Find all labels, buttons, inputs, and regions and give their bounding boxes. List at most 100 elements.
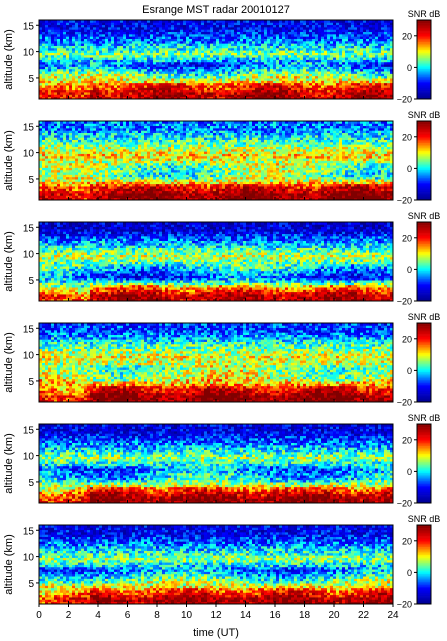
heatmap-cell (54, 87, 58, 91)
heatmap-cell (300, 73, 304, 77)
heatmap-cell (288, 33, 292, 37)
heatmap-cell (234, 68, 238, 72)
heatmap-cell (210, 96, 214, 100)
heatmap-cell (78, 167, 82, 171)
heatmap-cell (39, 151, 43, 154)
heatmap-cell (360, 96, 364, 100)
heatmap-cell (147, 61, 151, 65)
heatmap-cell (360, 26, 364, 30)
heatmap-cell (195, 45, 199, 49)
heatmap-cell (105, 40, 109, 44)
heatmap-cell (330, 87, 334, 91)
heatmap-cell (213, 71, 217, 74)
heatmap-cell (117, 82, 121, 86)
heatmap-cell (255, 52, 259, 56)
heatmap-cell (69, 22, 73, 26)
heatmap-cell (60, 190, 64, 194)
heatmap-cell (177, 82, 181, 86)
heatmap-cell (42, 45, 46, 49)
heatmap-cell (189, 40, 193, 44)
heatmap-cell (51, 144, 55, 147)
heatmap-cell (189, 45, 193, 49)
heatmap-cell (228, 92, 232, 95)
heatmap-cell (324, 75, 328, 79)
heatmap-cell (147, 36, 151, 39)
heatmap-cell (81, 38, 85, 42)
heatmap-cell (252, 75, 256, 79)
heatmap-cell (75, 139, 79, 143)
heatmap-cell (195, 82, 199, 86)
heatmap-cell (45, 45, 49, 49)
heatmap-cell (240, 50, 244, 53)
heatmap-cell (66, 167, 70, 171)
heatmap-cell (345, 45, 349, 49)
heatmap-cell (171, 54, 175, 58)
heatmap-cell (123, 24, 127, 28)
heatmap-cell (108, 33, 112, 37)
heatmap-cell (315, 43, 319, 46)
heatmap-cell (378, 31, 382, 35)
heatmap-cell (360, 31, 364, 35)
heatmap-cell (156, 47, 160, 51)
heatmap-cell (240, 64, 244, 67)
heatmap-cell (237, 92, 241, 95)
heatmap-cell (336, 40, 340, 44)
heatmap-cell (93, 20, 97, 23)
heatmap-cell (39, 127, 43, 131)
heatmap-cell (381, 89, 385, 93)
heatmap-cell (201, 89, 205, 93)
heatmap-cell (330, 22, 334, 26)
heatmap-cell (342, 57, 346, 60)
heatmap-cell (180, 57, 184, 60)
heatmap-cell (195, 92, 199, 95)
heatmap-cell (72, 52, 76, 56)
heatmap-cell (81, 66, 85, 70)
heatmap-cell (270, 73, 274, 77)
heatmap-cell (129, 43, 133, 46)
heatmap-cell (306, 38, 310, 42)
heatmap-cell (306, 61, 310, 65)
heatmap-cell (219, 24, 223, 28)
heatmap-cell (129, 71, 133, 74)
heatmap-cell (222, 54, 226, 58)
heatmap-cell (345, 52, 349, 56)
heatmap-cell (66, 195, 70, 199)
heatmap-cell (276, 92, 280, 95)
heatmap-cell (216, 66, 220, 70)
heatmap-cell (168, 82, 172, 86)
heatmap-cell (102, 176, 106, 180)
heatmap-cell (48, 134, 52, 138)
heatmap-cell (99, 85, 103, 88)
heatmap-cell (126, 92, 130, 95)
heatmap-cell (69, 137, 73, 140)
heatmap-cell (300, 33, 304, 37)
heatmap-cell (102, 85, 106, 88)
heatmap-cell (111, 137, 115, 140)
heatmap-cell (51, 121, 55, 124)
heatmap-cell (207, 96, 211, 100)
heatmap-cell (210, 45, 214, 49)
heatmap-cell (279, 85, 283, 88)
heatmap-cell (210, 57, 214, 60)
heatmap-cell (375, 64, 379, 67)
heatmap-cell (63, 73, 67, 77)
heatmap-cell (123, 73, 127, 77)
heatmap-cell (234, 33, 238, 37)
heatmap-cell (348, 66, 352, 70)
heatmap-cell (108, 127, 112, 131)
heatmap-cell (57, 130, 61, 134)
heatmap-cell (174, 36, 178, 39)
heatmap-cell (90, 71, 94, 74)
heatmap-cell (123, 20, 127, 23)
heatmap-cell (105, 183, 109, 187)
heatmap-cell (78, 68, 82, 72)
heatmap-cell (132, 94, 136, 98)
heatmap-cell (342, 75, 346, 79)
heatmap-cell (225, 92, 229, 95)
heatmap-cell (201, 57, 205, 60)
heatmap-cell (66, 45, 70, 49)
heatmap-cell (276, 54, 280, 58)
heatmap-cell (69, 174, 73, 178)
heatmap-cell (117, 165, 121, 168)
heatmap-cell (228, 57, 232, 60)
